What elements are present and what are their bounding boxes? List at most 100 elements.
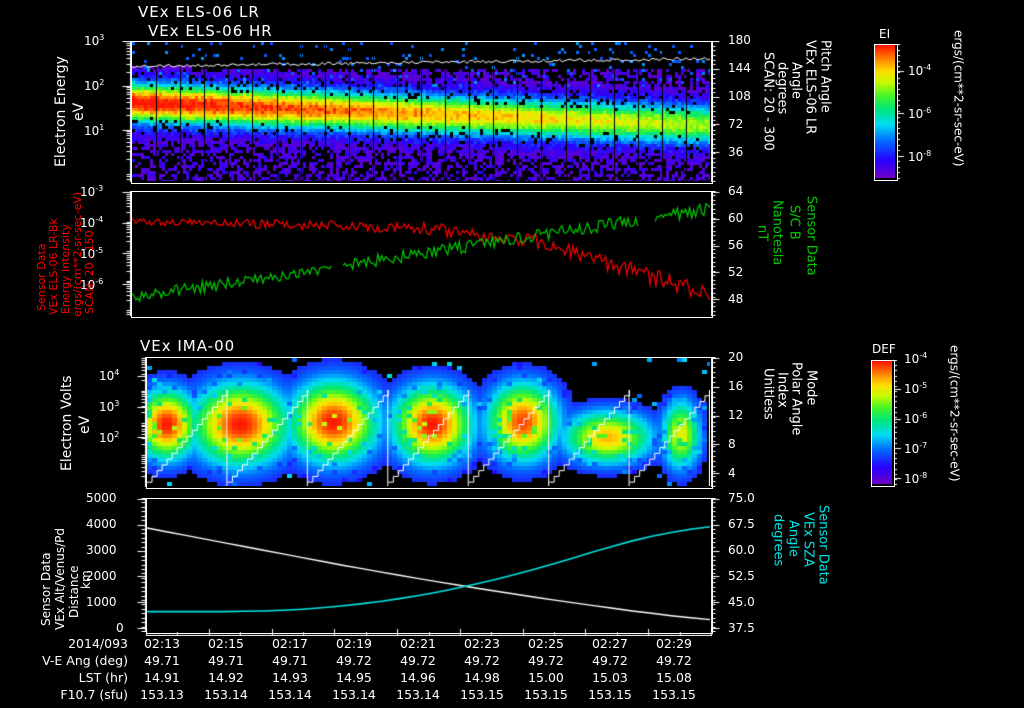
table-cell-f107-8: 153.15 bbox=[652, 687, 696, 702]
table-cell-ve_ang-8: 49.72 bbox=[656, 653, 692, 668]
panel3-colorbar-tick-5: 10-8 bbox=[904, 471, 928, 486]
panel3-y2tick-8: 8 bbox=[728, 437, 736, 451]
panel4-ytick-2000: 2000 bbox=[86, 569, 117, 583]
table-cell-lst-5: 14.98 bbox=[464, 670, 500, 685]
panel4-right-axis-label-0: Sensor Data bbox=[815, 505, 831, 585]
panel1-y2tick-36: 36 bbox=[728, 145, 744, 159]
panel1-y2tick-108: 108 bbox=[728, 89, 751, 103]
table-cell-f107-2: 153.14 bbox=[268, 687, 312, 702]
panel3-right-axis-label-2: Index bbox=[774, 372, 790, 408]
panel1-colorbar-tick-3: 10-8 bbox=[908, 149, 932, 164]
table-row-label-3: F10.7 (sfu) bbox=[60, 687, 128, 702]
table-cell-f107-3: 153.14 bbox=[332, 687, 376, 702]
panel3-right-axis-label-3: Unitless bbox=[760, 368, 776, 420]
table-cell-time-5: 02:23 bbox=[463, 636, 501, 651]
panel4-ytick-1000: 1000 bbox=[86, 595, 117, 609]
panel1-right-axis-label-3: degrees bbox=[774, 62, 790, 115]
panel3-colorbar-tick-2: 10-5 bbox=[904, 381, 928, 396]
panel2-y2tick-64: 64 bbox=[728, 184, 744, 198]
table-cell-ve_ang-3: 49.72 bbox=[336, 653, 372, 668]
panel4-lines-canvas bbox=[147, 499, 710, 631]
panel1-right-axis-label-0: Pitch Angle bbox=[817, 40, 833, 113]
panel3-y2tick-4: 4 bbox=[728, 466, 736, 480]
table-cell-lst-2: 14.93 bbox=[272, 670, 308, 685]
panel2-left-axis-label-2: Energy Intensity bbox=[59, 224, 72, 314]
panel4-y2tick-675: 67.5 bbox=[728, 517, 755, 531]
panel1-y2tick-72: 72 bbox=[728, 117, 744, 131]
panel2-left-axis-label-0: Sensor Data bbox=[35, 243, 48, 311]
panel2-right-axis-label-3: nT bbox=[754, 225, 770, 242]
panel3-y2tick-12: 12 bbox=[728, 408, 744, 422]
table-row-label-2: LST (hr) bbox=[78, 670, 128, 685]
panel4-ytick-5000: 5000 bbox=[86, 491, 117, 505]
table-cell-ve_ang-0: 49.71 bbox=[144, 653, 180, 668]
table-cell-ve_ang-6: 49.72 bbox=[528, 653, 564, 668]
panel4-left-axis-label-1: VEx Alt/Venus/Pd bbox=[53, 527, 67, 630]
panel3-colorbar bbox=[871, 360, 895, 487]
panel2-y2tick-48: 48 bbox=[728, 292, 744, 306]
bottom-table: 2014/093 V-E Ang (deg) LST (hr) F10.7 (sfu)… bbox=[0, 628, 1024, 708]
table-cell-lst-8: 15.08 bbox=[656, 670, 692, 685]
panel1-y2tick-144: 144 bbox=[728, 61, 751, 75]
panel3-left-ticks bbox=[132, 357, 146, 487]
panel1-ytick-1000: 103 bbox=[84, 33, 105, 48]
panel3-left-axis-units: eV bbox=[77, 415, 93, 435]
panel1-right-ticks bbox=[711, 41, 725, 182]
panel3-ytick-10000: 104 bbox=[99, 368, 120, 383]
panel1-right-axis-label-4: SCAN: 20 - 300 bbox=[760, 52, 776, 151]
panel2-left-axis-label-3: ergs/(cm**2-sr-sec-eV) bbox=[71, 191, 84, 317]
panel4-right-ticks bbox=[711, 498, 725, 632]
panel4-right-axis-label-3: degrees bbox=[770, 514, 786, 567]
panel1-colorbar bbox=[874, 44, 898, 181]
panel3-colorbar-tick-1: 10-4 bbox=[904, 351, 928, 366]
panel3-y2tick-20: 20 bbox=[728, 350, 744, 364]
panel1-left-ticks bbox=[117, 41, 131, 182]
panel1-spectrogram-canvas bbox=[132, 42, 710, 181]
panel1-left-axis-label: Electron Energy bbox=[53, 42, 69, 182]
table-cell-time-7: 02:27 bbox=[591, 636, 629, 651]
table-cell-f107-1: 153.14 bbox=[204, 687, 248, 702]
panel2-ytick-1: 10-3 bbox=[80, 184, 104, 199]
panel1-colorbar-units: ergs/(cm**2-sr-sec-eV) bbox=[951, 30, 966, 167]
panel1-left-axis-units: eV bbox=[71, 102, 87, 122]
panel3-colorbar-units: ergs/(cm**2-sr-sec-eV) bbox=[947, 345, 962, 482]
table-row-label-0: 2014/093 bbox=[68, 636, 128, 651]
panel1-y2tick-180: 180 bbox=[728, 33, 751, 47]
panel2-y2tick-52: 52 bbox=[728, 265, 744, 279]
panel1-colorbar-tick-1: 10-4 bbox=[908, 63, 932, 78]
panel1-right-axis-label-1: VEx ELS-06 LR bbox=[802, 40, 818, 135]
panel4-left-axis-label-3: km bbox=[79, 570, 93, 589]
panel3-right-axis-label-0: Mode bbox=[803, 370, 819, 406]
panel4-plot-area bbox=[146, 498, 713, 634]
panel1-ytick-100: 102 bbox=[84, 78, 105, 93]
panel2-plot-area bbox=[131, 191, 713, 318]
panel4-y2tick-45: 45.0 bbox=[728, 595, 755, 609]
table-cell-ve_ang-5: 49.72 bbox=[464, 653, 500, 668]
table-cell-ve_ang-2: 49.71 bbox=[272, 653, 308, 668]
panel3-colorbar-tick-4: 10-7 bbox=[904, 441, 928, 456]
table-cell-lst-7: 15.03 bbox=[592, 670, 628, 685]
panel2-ytick-4: 10-6 bbox=[80, 277, 104, 292]
panel2-right-axis-label-0: Sensor Data bbox=[803, 196, 819, 276]
panel2-ytick-3: 10-5 bbox=[80, 246, 104, 261]
panel2-y2tick-56: 56 bbox=[728, 238, 744, 252]
panel1-left-axis-label-text: Electron Energy bbox=[53, 56, 69, 168]
panel2-ytick-2: 10-4 bbox=[80, 215, 104, 230]
panel3-y2tick-16: 16 bbox=[728, 379, 744, 393]
table-cell-time-2: 02:17 bbox=[271, 636, 309, 651]
table-cell-f107-4: 153.14 bbox=[396, 687, 440, 702]
panel2-left-ticks bbox=[117, 191, 131, 316]
panel3-plot-area bbox=[146, 357, 713, 489]
panel4-right-axis-label-2: Angle bbox=[785, 520, 801, 557]
panel1-colorbar-ticks bbox=[897, 44, 907, 179]
panel4-y2tick-60: 60.0 bbox=[728, 543, 755, 557]
panel2-right-ticks bbox=[711, 191, 725, 316]
panel1-plot-area bbox=[131, 41, 713, 184]
panel3-left-axis-label: Electron Volts bbox=[59, 375, 75, 471]
panel3-spectrogram-canvas bbox=[147, 358, 710, 486]
table-cell-time-1: 02:15 bbox=[207, 636, 245, 651]
panel2-right-axis-label-1: S/C B bbox=[786, 205, 802, 240]
panel1-colorbar-gradient bbox=[875, 45, 895, 178]
panel1-colorbar-tick-2: 10-6 bbox=[908, 106, 932, 121]
